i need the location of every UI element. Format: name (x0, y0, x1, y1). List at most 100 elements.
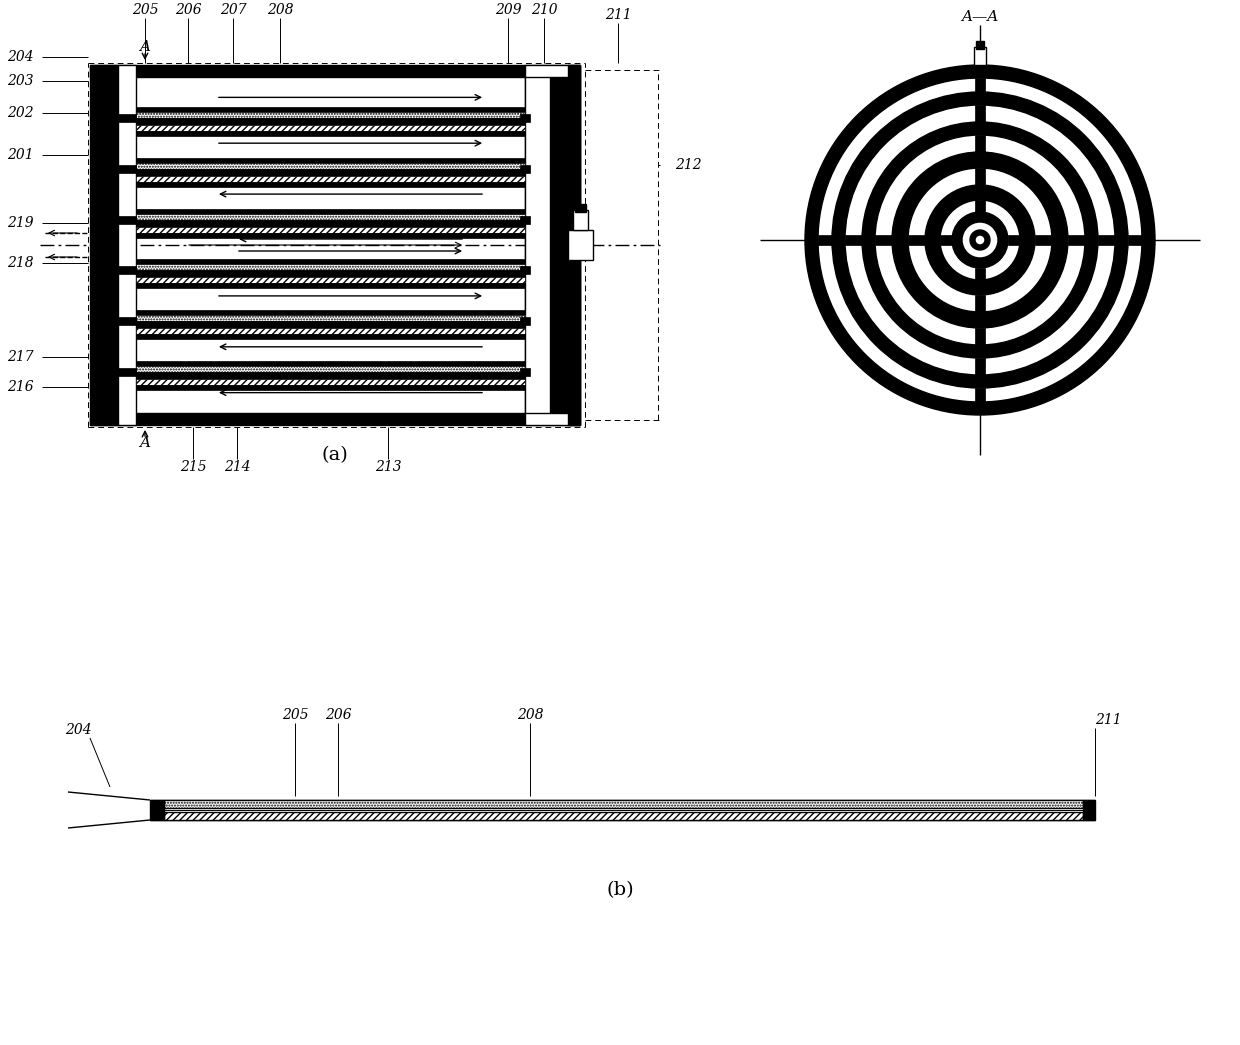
Polygon shape (975, 268, 985, 280)
Polygon shape (940, 235, 952, 245)
Bar (136, 322, 525, 326)
Bar (136, 168, 525, 173)
Bar (136, 227, 525, 233)
Bar (164, 800, 1083, 808)
Bar (136, 222, 525, 227)
Text: A: A (139, 40, 150, 54)
Text: 210: 210 (531, 3, 557, 17)
Text: 205: 205 (131, 3, 159, 17)
Bar (525, 77, 551, 413)
Text: 206: 206 (175, 3, 201, 17)
Circle shape (940, 200, 1021, 280)
Bar (136, 131, 525, 136)
Polygon shape (975, 200, 985, 212)
Bar (136, 386, 525, 390)
Bar (520, 215, 529, 224)
Bar (164, 812, 1083, 820)
Bar (136, 283, 525, 288)
Bar (136, 273, 525, 278)
Text: 207: 207 (219, 3, 247, 17)
Bar (136, 328, 525, 334)
Bar (91, 65, 580, 77)
Text: A: A (139, 436, 150, 450)
Bar (91, 413, 580, 425)
Polygon shape (975, 358, 985, 375)
Bar (136, 182, 525, 187)
Polygon shape (844, 235, 862, 245)
Bar (136, 362, 525, 367)
Polygon shape (975, 104, 985, 122)
Bar (136, 259, 525, 264)
Bar (136, 163, 525, 168)
Text: 212: 212 (675, 158, 702, 172)
Bar (118, 215, 136, 224)
Circle shape (818, 78, 1142, 402)
Circle shape (962, 222, 998, 258)
Polygon shape (1097, 235, 1115, 245)
Polygon shape (975, 328, 985, 345)
Bar (136, 158, 525, 163)
Bar (525, 65, 580, 425)
Circle shape (908, 168, 1052, 312)
Text: 214: 214 (223, 460, 250, 474)
Bar (1083, 800, 1095, 820)
Text: 201: 201 (7, 148, 33, 162)
Polygon shape (875, 235, 892, 245)
Bar (91, 65, 118, 425)
Text: 217: 217 (7, 350, 33, 364)
Bar (136, 233, 525, 237)
Bar (136, 264, 525, 271)
Polygon shape (975, 168, 985, 185)
Text: 206: 206 (325, 709, 351, 722)
Bar (136, 107, 525, 112)
Text: 218: 218 (7, 256, 33, 270)
Bar (136, 372, 525, 377)
Text: (b): (b) (606, 881, 634, 899)
Circle shape (875, 135, 1085, 345)
Bar (136, 219, 525, 225)
Bar (973, 47, 986, 65)
Polygon shape (818, 235, 832, 245)
Bar (520, 114, 529, 121)
Polygon shape (1035, 235, 1052, 245)
Bar (136, 316, 525, 322)
Text: 213: 213 (374, 460, 402, 474)
Bar (520, 368, 529, 376)
Bar (136, 176, 525, 182)
Bar (136, 323, 525, 328)
Bar (575, 204, 587, 212)
Polygon shape (1128, 235, 1142, 245)
Circle shape (975, 235, 985, 245)
Bar (520, 266, 529, 275)
Text: 202: 202 (7, 106, 33, 120)
Bar (136, 278, 525, 283)
Circle shape (970, 230, 990, 250)
Circle shape (962, 222, 998, 258)
Bar (118, 266, 136, 275)
Circle shape (952, 212, 1008, 268)
Bar (136, 271, 525, 276)
Text: (a): (a) (321, 446, 348, 464)
Bar (136, 112, 525, 118)
Polygon shape (975, 295, 985, 312)
Bar (136, 367, 525, 372)
Circle shape (892, 152, 1068, 328)
Bar (118, 65, 136, 425)
Bar (976, 41, 985, 49)
Polygon shape (908, 235, 925, 245)
Polygon shape (975, 135, 985, 152)
Bar (136, 170, 525, 176)
Bar (573, 210, 588, 230)
Text: 209: 209 (495, 3, 521, 17)
Bar (136, 120, 525, 124)
Bar (136, 124, 525, 131)
Bar (118, 368, 136, 376)
Bar (136, 118, 525, 122)
Bar (118, 318, 136, 325)
Text: 205: 205 (281, 709, 309, 722)
Text: 208: 208 (517, 709, 543, 722)
Text: 216: 216 (7, 380, 33, 394)
Bar (136, 213, 525, 219)
Bar (136, 334, 525, 340)
Bar (136, 374, 525, 379)
